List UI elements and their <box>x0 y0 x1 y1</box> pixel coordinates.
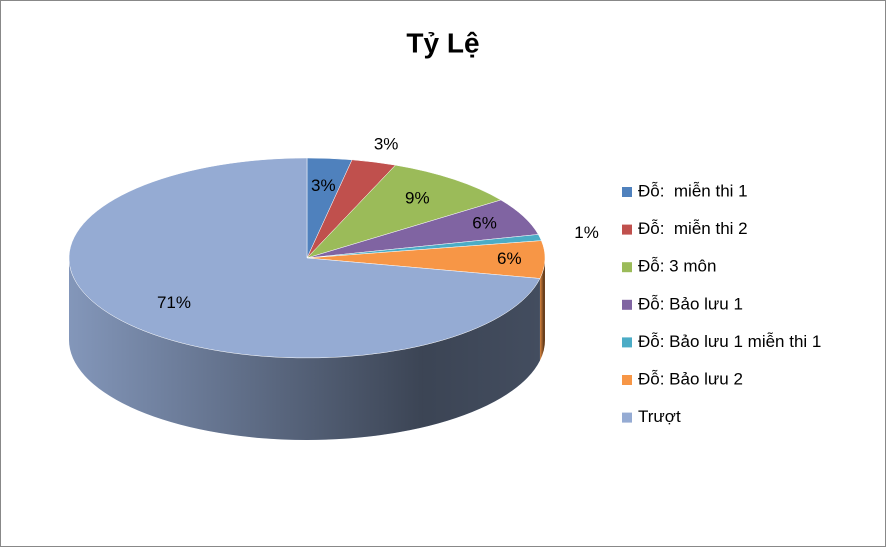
legend-label: Đỗ: Bảo lưu 1 <box>638 294 743 313</box>
legend-swatch <box>622 262 632 273</box>
legend-label: Đỗ: miễn thi 1 <box>638 181 748 200</box>
data-label: 1% <box>574 223 599 242</box>
legend-label: Trượt <box>638 407 681 426</box>
legend-swatch <box>622 187 632 197</box>
chart-title: Tỷ Lệ <box>406 27 479 58</box>
legend-swatch <box>622 224 632 235</box>
legend-swatch <box>622 337 632 348</box>
legend-label: Đỗ: Bảo lưu 1 miễn thi 1 <box>638 332 821 351</box>
data-label: 6% <box>497 249 522 268</box>
legend-label: Đỗ: miễn thi 2 <box>638 219 748 238</box>
slice-side-shade <box>69 258 540 440</box>
slice <box>306 164 502 259</box>
data-label: 6% <box>472 213 497 232</box>
data-label: 71% <box>157 293 191 312</box>
data-label: 9% <box>405 189 430 208</box>
legend-swatch <box>622 412 632 423</box>
legend-swatch <box>622 299 632 310</box>
legend-swatch <box>622 375 632 385</box>
data-label: 3% <box>311 176 336 195</box>
data-label: 3% <box>374 134 399 153</box>
slice-side-shade <box>539 258 545 361</box>
slice <box>68 157 541 359</box>
legend-label: Đỗ: 3 môn <box>638 257 716 276</box>
legend-label: Đỗ: Bảo lưu 2 <box>638 369 743 388</box>
